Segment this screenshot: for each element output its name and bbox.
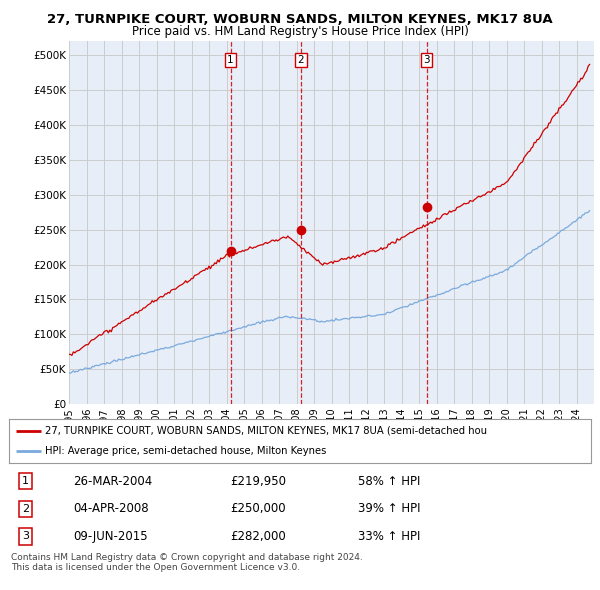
Text: Contains HM Land Registry data © Crown copyright and database right 2024.
This d: Contains HM Land Registry data © Crown c… bbox=[11, 553, 362, 572]
Text: £250,000: £250,000 bbox=[230, 502, 286, 515]
Text: HPI: Average price, semi-detached house, Milton Keynes: HPI: Average price, semi-detached house,… bbox=[45, 446, 326, 456]
Text: 58% ↑ HPI: 58% ↑ HPI bbox=[358, 475, 421, 488]
Text: 04-APR-2008: 04-APR-2008 bbox=[73, 502, 149, 515]
Text: 33% ↑ HPI: 33% ↑ HPI bbox=[358, 530, 421, 543]
Text: 26-MAR-2004: 26-MAR-2004 bbox=[73, 475, 152, 488]
Text: £282,000: £282,000 bbox=[230, 530, 286, 543]
Text: 2: 2 bbox=[298, 55, 304, 65]
Text: 2: 2 bbox=[22, 504, 29, 514]
Text: 39% ↑ HPI: 39% ↑ HPI bbox=[358, 502, 421, 515]
Text: 09-JUN-2015: 09-JUN-2015 bbox=[73, 530, 148, 543]
Text: 3: 3 bbox=[22, 532, 29, 542]
Text: 27, TURNPIKE COURT, WOBURN SANDS, MILTON KEYNES, MK17 8UA: 27, TURNPIKE COURT, WOBURN SANDS, MILTON… bbox=[47, 13, 553, 26]
Text: £219,950: £219,950 bbox=[230, 475, 286, 488]
Text: 27, TURNPIKE COURT, WOBURN SANDS, MILTON KEYNES, MK17 8UA (semi-detached hou: 27, TURNPIKE COURT, WOBURN SANDS, MILTON… bbox=[45, 426, 487, 436]
Text: 3: 3 bbox=[424, 55, 430, 65]
Text: Price paid vs. HM Land Registry's House Price Index (HPI): Price paid vs. HM Land Registry's House … bbox=[131, 25, 469, 38]
Text: 1: 1 bbox=[227, 55, 234, 65]
Text: 1: 1 bbox=[22, 476, 29, 486]
